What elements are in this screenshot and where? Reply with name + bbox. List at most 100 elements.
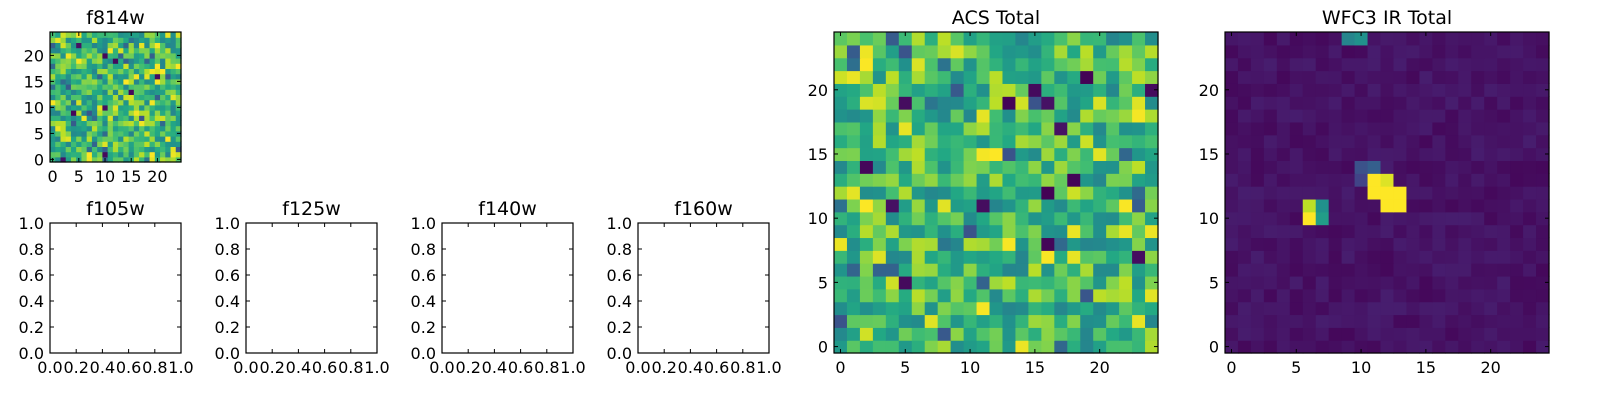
heatmap-cell <box>170 52 177 59</box>
heatmap-cell <box>139 32 145 38</box>
heatmap-cell <box>1328 147 1343 161</box>
heatmap-cell <box>1250 121 1265 136</box>
x-tick-label: 0 <box>48 167 58 186</box>
heatmap-cell <box>898 96 913 110</box>
heatmap-cell <box>898 44 913 59</box>
heatmap-cell <box>112 68 119 75</box>
heatmap-cell <box>1419 121 1433 136</box>
heatmap-cell <box>976 288 991 303</box>
heatmap-cell <box>1093 32 1107 46</box>
heatmap-cell <box>885 275 900 290</box>
heatmap-cell <box>139 99 145 106</box>
heatmap-cell <box>1302 147 1317 161</box>
heatmap-cell <box>872 263 887 277</box>
heatmap-cell <box>165 58 172 64</box>
heatmap-cell <box>924 224 939 239</box>
heatmap-cell <box>885 327 900 341</box>
heatmap-cell <box>1354 327 1369 341</box>
heatmap-cell <box>160 99 166 106</box>
heatmap-cell <box>70 110 77 116</box>
heatmap-cell <box>160 115 166 121</box>
heatmap-cell <box>1471 83 1485 97</box>
heatmap-cell <box>1471 147 1485 161</box>
heatmap-cell <box>154 42 161 49</box>
heatmap-cell <box>1093 224 1107 239</box>
heatmap-cell <box>1380 186 1395 200</box>
heatmap-cell <box>1380 237 1395 251</box>
heatmap-cell <box>911 44 926 59</box>
heatmap-cell <box>128 42 135 49</box>
heatmap-cell <box>1041 237 1055 251</box>
heatmap-cell <box>1250 263 1265 277</box>
panel-title: f105w <box>86 198 145 220</box>
heatmap-cell <box>50 136 56 142</box>
heatmap-cell <box>1445 301 1459 316</box>
heatmap-cell <box>1536 250 1550 264</box>
heatmap-cell <box>885 211 900 226</box>
heatmap-cell <box>1458 186 1472 200</box>
heatmap-cell <box>1393 186 1408 200</box>
heatmap-cell <box>834 147 848 161</box>
panel-title: ACS Total <box>952 7 1040 29</box>
heatmap-cell <box>1354 147 1369 161</box>
heatmap-cell <box>50 42 56 49</box>
heatmap-cell <box>1484 173 1498 187</box>
heatmap-cell <box>118 141 124 147</box>
heatmap-cell <box>149 52 156 59</box>
heatmap-cell <box>1263 83 1278 97</box>
heatmap-cell <box>1328 134 1343 149</box>
heatmap-cell <box>1041 211 1055 226</box>
heatmap-cell <box>1367 32 1382 46</box>
y-tick-label: 10 <box>808 209 828 228</box>
heatmap-cell <box>1471 57 1485 72</box>
heatmap-cell <box>1406 198 1420 213</box>
heatmap-cell <box>924 121 939 136</box>
heatmap-cell <box>86 42 93 49</box>
heatmap-cell <box>1380 173 1395 187</box>
heatmap-cell <box>81 104 88 111</box>
heatmap-cell <box>55 73 62 80</box>
heatmap-cell <box>55 89 62 95</box>
heatmap-cell <box>1067 134 1081 149</box>
heatmap-cell <box>76 104 83 111</box>
heatmap-cell <box>872 44 887 59</box>
heatmap-cell <box>1445 263 1459 277</box>
heatmap-cell <box>1132 44 1146 59</box>
y-tick-label: 15 <box>24 72 44 91</box>
y-tick-label: 0.6 <box>19 266 44 285</box>
heatmap-cell <box>834 340 848 354</box>
heatmap-cell <box>1289 57 1304 72</box>
heatmap-cell <box>1250 327 1265 341</box>
heatmap-cell <box>123 42 130 49</box>
heatmap-cell <box>60 94 67 101</box>
heatmap-cell <box>1237 288 1252 303</box>
heatmap-cell <box>160 42 166 49</box>
heatmap-cell <box>170 47 177 54</box>
y-tick-label: 10 <box>1199 209 1219 228</box>
heatmap-cell <box>175 47 182 54</box>
heatmap-cell <box>1263 198 1278 213</box>
heatmap-cell <box>1536 186 1550 200</box>
heatmap-cell <box>1406 237 1420 251</box>
heatmap-cell <box>55 84 62 90</box>
heatmap-cell <box>1145 121 1159 136</box>
heatmap-cell <box>1419 147 1433 161</box>
y-tick-label: 0.8 <box>215 240 240 259</box>
heatmap-cell <box>133 68 140 75</box>
heatmap-cell <box>846 147 861 161</box>
heatmap-cell <box>1419 186 1433 200</box>
heatmap-cell <box>1484 275 1498 290</box>
heatmap-cell <box>1225 224 1239 239</box>
heatmap-cell <box>81 130 88 137</box>
panel-title: f125w <box>282 198 341 220</box>
x-tick-label: 15 <box>1025 358 1045 377</box>
heatmap-cell <box>1225 44 1239 59</box>
heatmap-cell <box>976 173 991 187</box>
heatmap-cell <box>911 327 926 341</box>
heatmap-cell <box>1225 96 1239 110</box>
heatmap-cell <box>1145 96 1159 110</box>
heatmap-cell <box>165 89 172 95</box>
heatmap-cell <box>91 63 98 69</box>
heatmap-cell <box>1041 186 1055 200</box>
heatmap-cell <box>1054 160 1068 174</box>
